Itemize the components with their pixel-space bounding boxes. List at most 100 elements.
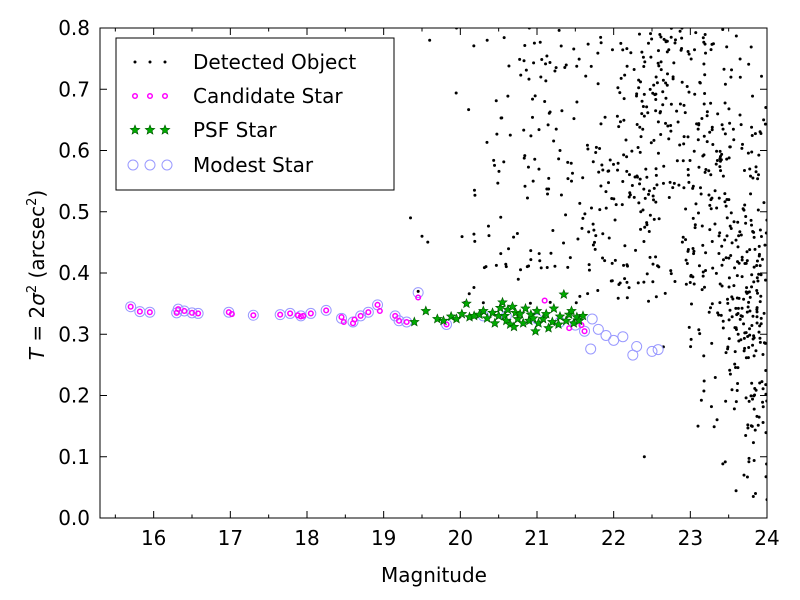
detected-object-point (680, 47, 684, 51)
psf-star-point (558, 288, 570, 299)
detected-object-point (686, 249, 690, 253)
detected-object-point (729, 227, 733, 231)
detected-object-point (675, 159, 679, 163)
detected-object-point (759, 273, 763, 277)
detected-object-point (636, 145, 640, 149)
detected-object-point (653, 93, 657, 97)
detected-object-point (749, 218, 753, 222)
detected-object-point (604, 206, 608, 210)
detected-object-point (745, 286, 749, 290)
detected-object-point (735, 313, 739, 317)
detected-object-point (652, 198, 656, 202)
psf-star-point (530, 325, 541, 336)
detected-object-point (667, 137, 671, 141)
detected-object-point (622, 97, 626, 101)
detected-object-point (680, 80, 684, 84)
detected-object-point (709, 101, 713, 105)
detected-object-point (718, 231, 722, 235)
psf-star-point (431, 313, 443, 324)
detected-object-point (665, 83, 669, 87)
detected-object-point (751, 176, 755, 180)
detected-object-point (652, 138, 656, 142)
detected-object-point (723, 132, 727, 136)
detected-object-point (756, 423, 760, 427)
detected-object-point (730, 295, 734, 299)
detected-object-point (628, 193, 632, 197)
detected-object-point (689, 274, 693, 278)
detected-object-point (545, 54, 549, 58)
detected-object-point (750, 223, 754, 227)
detected-object-point (664, 39, 668, 43)
detected-object-point (426, 240, 430, 244)
detected-object-point (587, 230, 591, 234)
psf-star-point (520, 302, 531, 314)
psf-star-point (497, 296, 508, 307)
detected-object-point (637, 201, 641, 205)
detected-object-point (553, 264, 557, 268)
detected-object-point (715, 158, 719, 162)
detected-object-point (722, 67, 726, 71)
detected-object-point (638, 182, 642, 186)
detected-object-point (764, 105, 767, 109)
detected-object-point (705, 114, 709, 118)
detected-object-point (671, 75, 675, 79)
detected-object-point (661, 103, 665, 107)
detected-object-point (755, 321, 759, 325)
detected-object-point (659, 35, 663, 39)
modest-star-point (631, 341, 643, 352)
detected-object-point (610, 261, 614, 265)
detected-object-point (747, 62, 751, 66)
detected-object-point (736, 245, 740, 249)
detected-object-point (642, 239, 646, 243)
detected-object-point (704, 51, 708, 55)
candidate-star-series (127, 294, 588, 335)
detected-object-point (652, 186, 656, 190)
modest-star-point (608, 334, 620, 346)
legend-psf-star-marker (144, 124, 156, 135)
detected-object-point (721, 326, 725, 330)
detected-object-point (654, 255, 658, 259)
detected-object-point (484, 265, 488, 269)
detected-object-point (525, 265, 529, 269)
detected-object-point (744, 396, 748, 400)
psf-star-point (537, 313, 549, 324)
x-axis-label: Magnitude (381, 563, 487, 587)
detected-object-point (726, 301, 730, 305)
detected-object-point (639, 227, 643, 231)
detected-object-point (759, 322, 763, 326)
detected-object-point (639, 210, 643, 214)
detected-object-point (738, 57, 742, 61)
detected-object-point (735, 388, 739, 392)
detected-object-point (638, 125, 642, 129)
legend-label-modest-star: Modest Star (193, 153, 314, 177)
detected-object-point (762, 341, 766, 345)
detected-object-point (656, 120, 660, 124)
detected-object-point (733, 362, 737, 366)
candidate-star-point (287, 310, 294, 317)
detected-object-point (762, 118, 766, 122)
detected-object-point (727, 285, 731, 289)
detected-object-point (710, 341, 714, 345)
detected-object-point (654, 75, 658, 79)
detected-object-point (650, 37, 654, 41)
detected-object-point (734, 489, 738, 493)
detected-object-point (523, 184, 527, 188)
detected-object-point (554, 66, 558, 70)
detected-object-point (688, 159, 692, 163)
detected-object-point (519, 73, 523, 77)
detected-object-point (697, 122, 701, 126)
detected-object-point (703, 170, 707, 174)
modest-star-point (284, 307, 296, 319)
detected-object-point (572, 47, 576, 51)
detected-object-point (645, 221, 649, 225)
psf-star-point (546, 316, 558, 327)
detected-object-point (409, 216, 412, 220)
y-axis-label: T = 2σ2 (arcsec2) (25, 190, 49, 360)
detected-object-point (481, 301, 485, 305)
detected-object-point (715, 206, 719, 210)
detected-object-point (758, 340, 762, 344)
detected-object-point (747, 456, 751, 460)
detected-object-point (597, 170, 601, 174)
detected-object-point (657, 64, 661, 68)
candidate-star-point (181, 307, 188, 315)
